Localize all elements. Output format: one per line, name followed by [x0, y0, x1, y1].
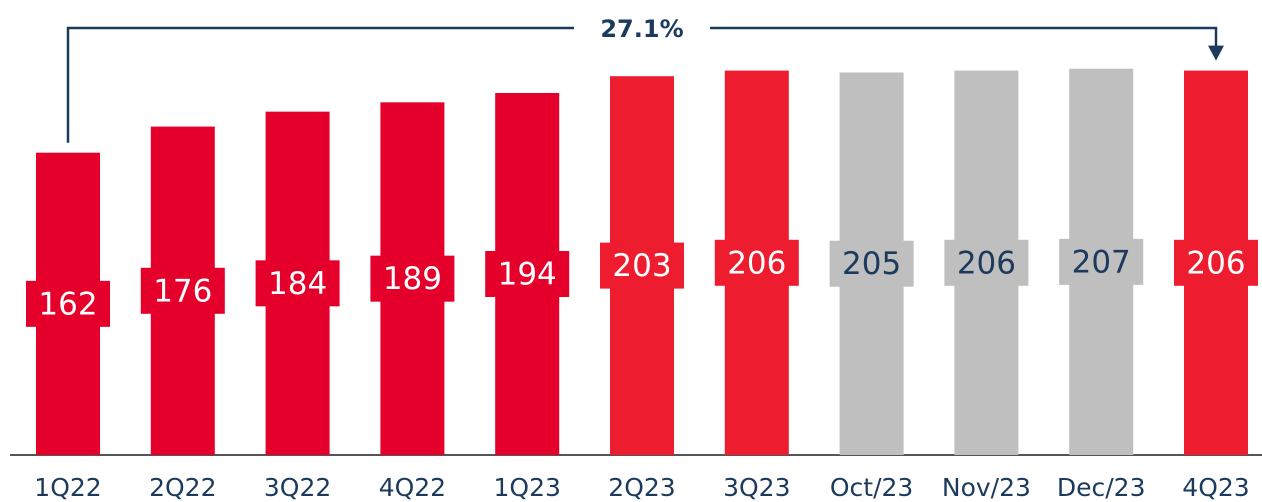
value-label-box: [1059, 238, 1144, 285]
value-label-box: [714, 239, 799, 286]
value-label: 194: [498, 256, 557, 292]
x-tick-label: 4Q22: [379, 473, 446, 502]
value-label: 162: [38, 286, 97, 322]
value-label-box: [944, 239, 1029, 286]
value-label-box: [485, 250, 570, 297]
value-label: 184: [268, 266, 327, 302]
x-tick-label: 3Q22: [264, 473, 331, 502]
value-label-box: [26, 280, 110, 327]
x-tick-label: Oct/23: [830, 473, 913, 502]
annotation: 27.1%: [600, 15, 683, 43]
value-label: 206: [727, 245, 786, 281]
value-label: 176: [153, 273, 212, 309]
value-label-box: [600, 242, 684, 289]
bracket-arrow: [1208, 45, 1224, 61]
value-label: 206: [1186, 245, 1245, 281]
value-label-box: [829, 240, 914, 287]
x-tick-label: Nov/23: [942, 473, 1031, 502]
x-tick-label: 3Q23: [723, 473, 790, 502]
x-tick-label: 2Q22: [149, 473, 216, 502]
value-label: 206: [957, 245, 1016, 281]
x-tick-label: 1Q22: [34, 473, 101, 502]
x-tick-label: 1Q23: [493, 473, 560, 502]
bracket-line: [66, 26, 1218, 143]
x-tick-label: 2Q23: [608, 473, 675, 502]
value-label-box: [1174, 239, 1258, 286]
value-label-box: [255, 260, 340, 307]
value-label: 189: [383, 261, 442, 297]
value-label: 207: [1072, 244, 1131, 280]
value-label: 203: [612, 248, 671, 284]
x-tick-label: 4Q23: [1182, 473, 1249, 502]
x-tick-label: Dec/23: [1057, 473, 1146, 502]
value-label-box: [370, 255, 455, 302]
value-label: 205: [842, 246, 901, 282]
value-label-box: [140, 267, 225, 314]
